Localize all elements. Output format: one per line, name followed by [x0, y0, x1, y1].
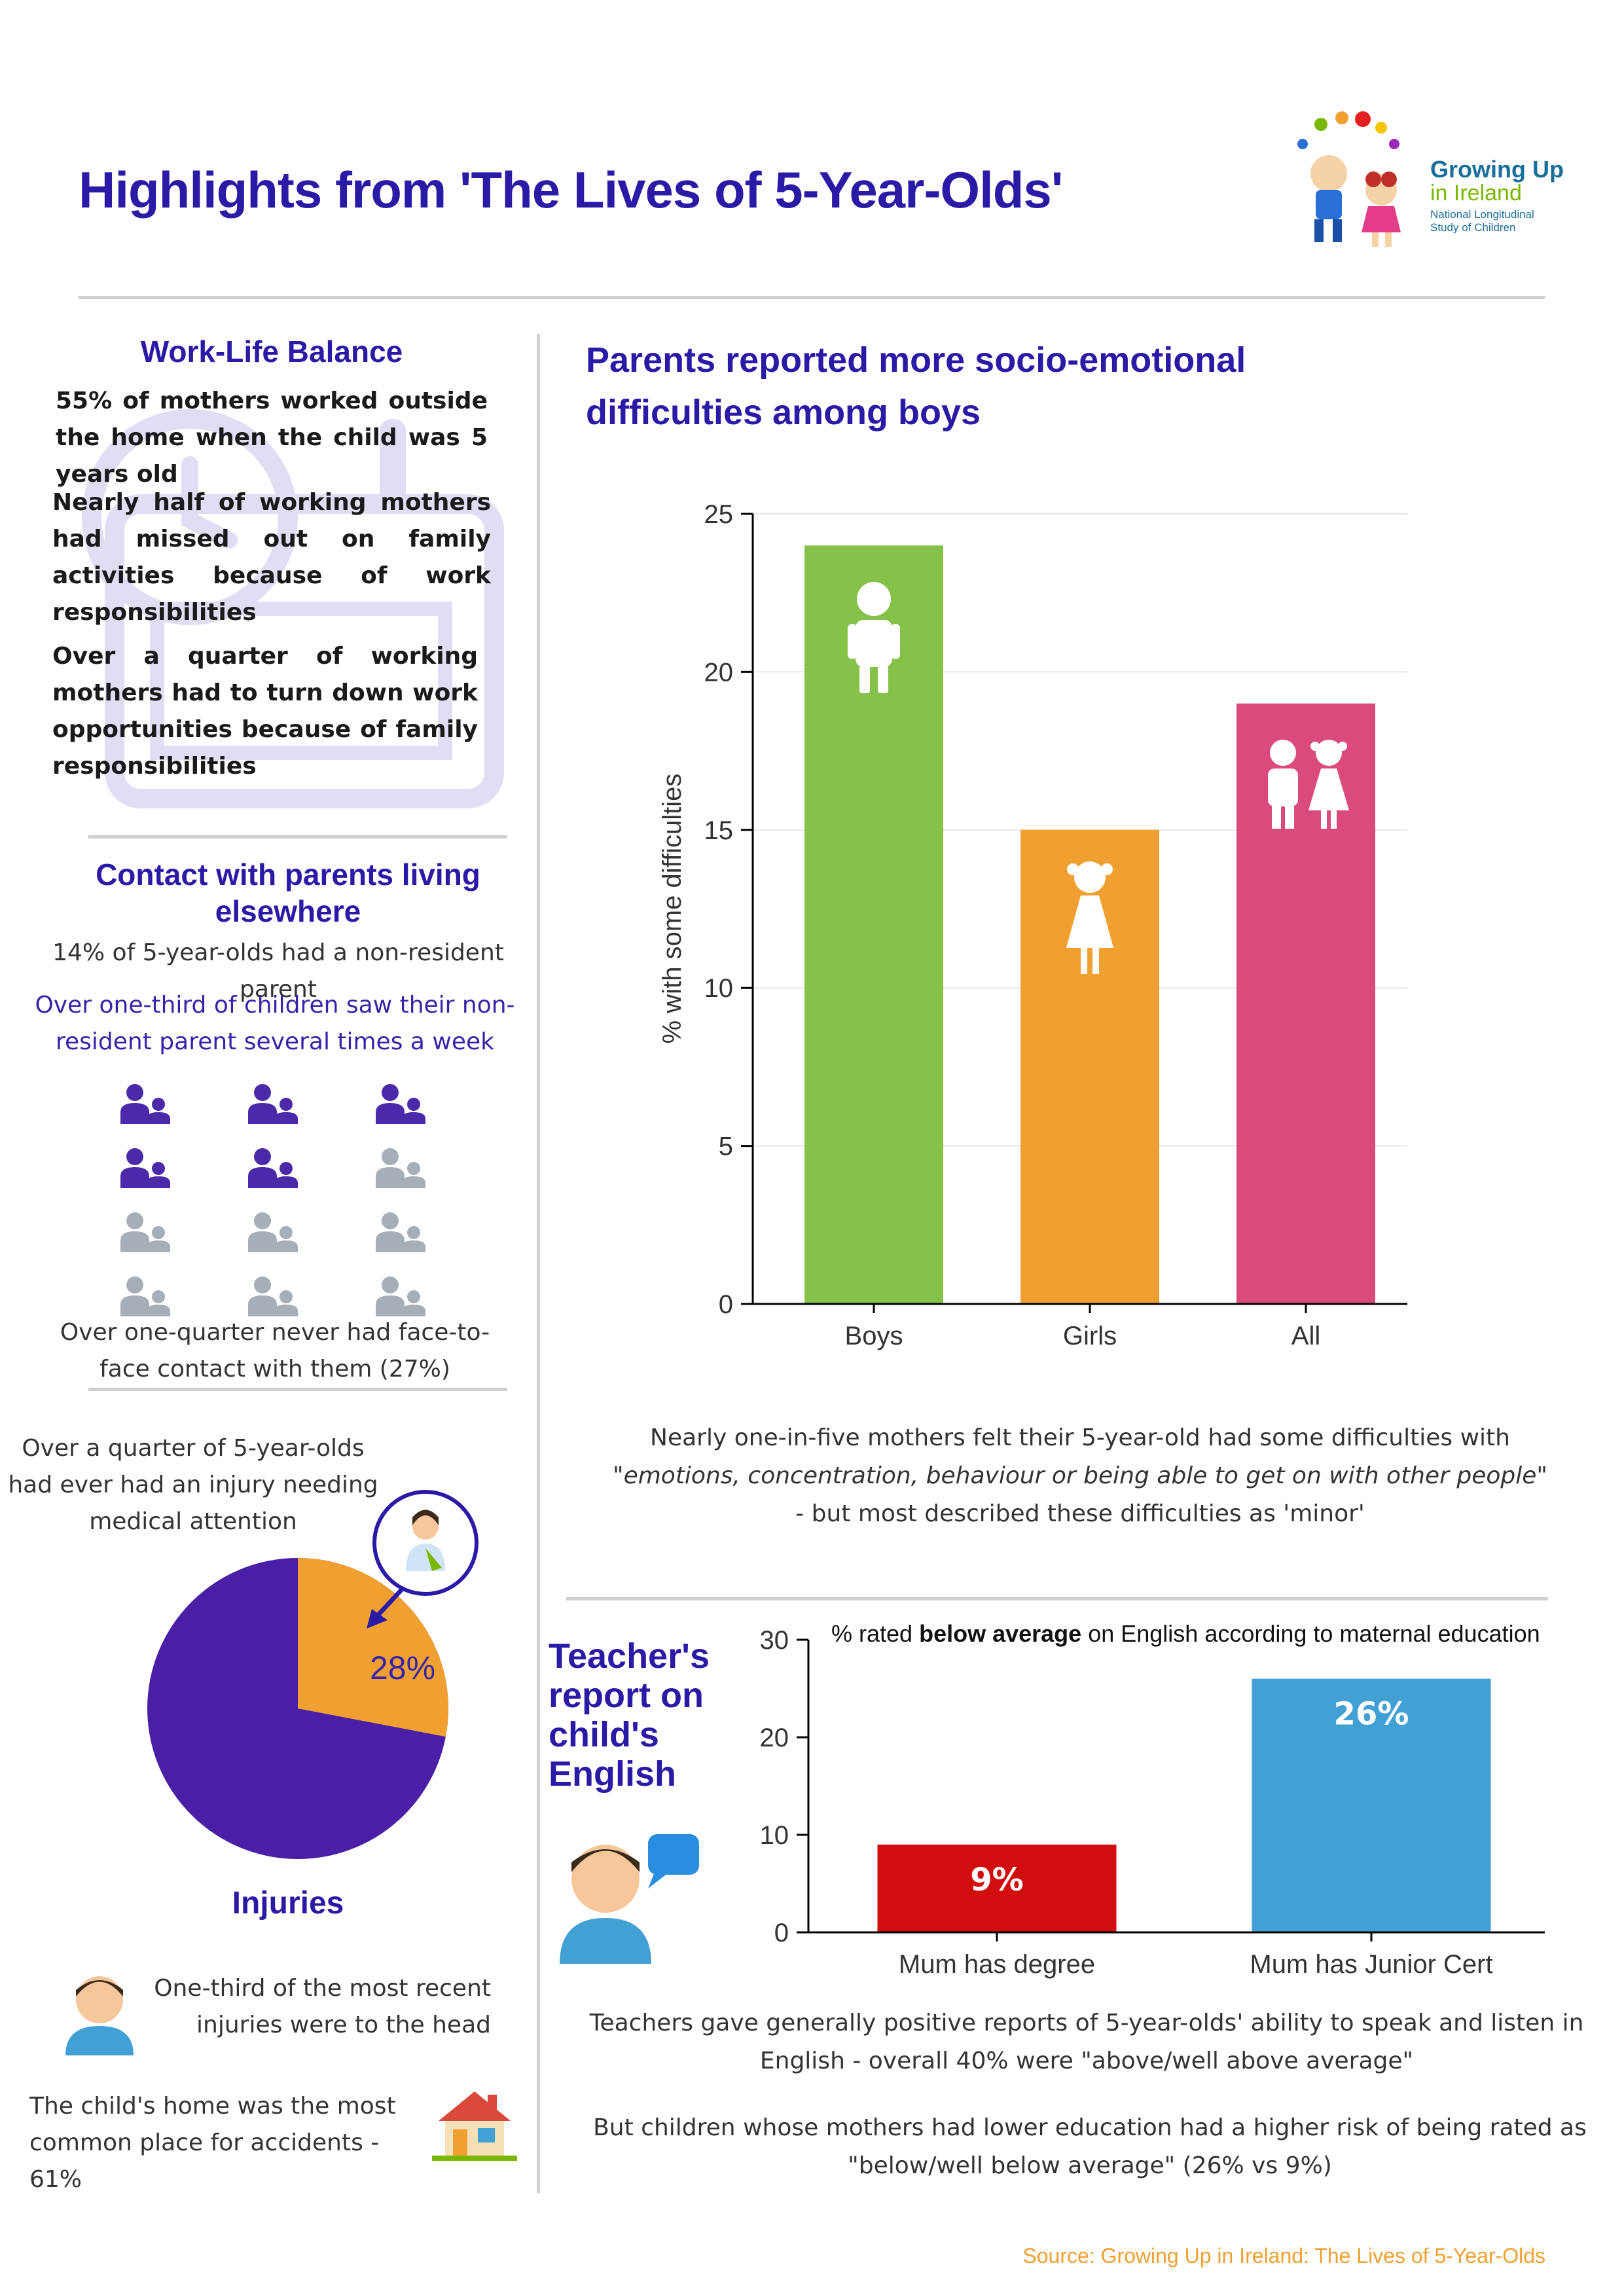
pie-injury-slice: [298, 1558, 448, 1737]
work-life-stat-2: Nearly half of working mothers had misse…: [52, 489, 491, 626]
parent-child-icon-filled: [248, 1148, 298, 1188]
parent-child-icon-filled: [248, 1084, 298, 1124]
injured-child-icon: [406, 1509, 445, 1571]
parent-child-icon-empty: [120, 1276, 170, 1316]
pictogram-grid: [118, 1083, 445, 1319]
boys-chart-caption: Nearly one-in-five mothers felt their 5-…: [583, 1419, 1578, 1533]
child-head-icon: [65, 1976, 134, 2055]
subtitle-bold: below average: [919, 1620, 1082, 1647]
parent-child-icon-empty: [120, 1212, 170, 1252]
source-note: Source: Growing Up in Ireland: The Lives…: [1022, 2244, 1545, 2268]
category-label: All: [1291, 1322, 1320, 1350]
bar-english-1: [1252, 1678, 1491, 1932]
bar-english-0: [877, 1844, 1117, 1932]
contact-stat-1: 14% of 5-year-olds had a non-resident pa…: [52, 939, 504, 1003]
contact-stat-2: Over one-third of children saw their non…: [35, 992, 515, 1055]
y-tick-label: 30: [760, 1626, 789, 1655]
chart1-y-axis-label: % with some difficulties: [658, 774, 687, 1044]
pie-label: 28%: [370, 1650, 435, 1686]
english-heading: Teacher's report on child's English: [549, 1636, 710, 1794]
parent-child-icon-filled: [376, 1084, 425, 1124]
logo: [1290, 111, 1591, 255]
y-tick-label: 15: [704, 816, 734, 845]
y-tick-label: 5: [719, 1132, 733, 1161]
growing-up-logo-icon: [1297, 111, 1401, 247]
injuries-head-stat: One-third of the most recent injuries we…: [154, 1975, 491, 2038]
logo-text-subtitle: National Longitudinal Study of Children: [1430, 208, 1534, 234]
caption-line-1: Nearly one-in-five mothers felt their 5-…: [650, 1424, 1510, 1451]
column-divider: [537, 334, 540, 2193]
y-tick-label: 20: [704, 658, 734, 687]
parent-child-icon-filled: [120, 1148, 170, 1188]
parent-child-icon-empty: [248, 1212, 298, 1252]
boy-icon: [848, 582, 900, 693]
section-divider-3: [566, 1597, 1548, 1600]
injuries-heading: Injuries: [232, 1886, 344, 1921]
bar-all: [1236, 703, 1375, 1304]
parent-child-icon-empty: [376, 1148, 425, 1188]
boy-and-girl-icon: [1268, 740, 1349, 829]
house-icon: [432, 2091, 517, 2161]
calendar-clock-icon: [52, 393, 524, 812]
parent-child-icon-empty: [376, 1276, 425, 1316]
section-divider-2: [88, 1388, 507, 1391]
socio-emotional-bar-chart: 0 5 10 15 20 25 Boys Girls All % with some diff…: [658, 500, 1407, 1350]
injuries-home-stat: The child's home was the most common pla…: [29, 2093, 396, 2193]
parent-child-icon-empty: [376, 1212, 425, 1252]
parent-child-icon-filled: [120, 1084, 170, 1124]
category-label: Mum has Junior Cert: [1250, 1950, 1492, 1979]
english-bar-chart: 9% 26% 0 10 20 30 Mum has degree Mum has Juni…: [760, 1626, 1545, 1979]
english-chart-subtitle: % rated below average on English accordi…: [831, 1620, 1540, 1648]
y-tick-label: 20: [760, 1724, 789, 1752]
logo-text-secondary: in Ireland: [1430, 181, 1522, 206]
caption-line-3: - but most described these difficulties …: [795, 1500, 1365, 1527]
logo-text-primary: Growing Up: [1430, 156, 1564, 183]
y-tick-label: 0: [774, 1919, 789, 1947]
english-caption-2: But children whose mothers had lower edu…: [593, 2114, 1587, 2179]
talking-child-icon: [560, 1834, 699, 1964]
bar-value-label: 9%: [970, 1862, 1024, 1898]
work-life-heading: Work-Life Balance: [140, 334, 403, 369]
work-life-stat-3: Over a quarter of working mothers had to…: [52, 643, 478, 780]
subtitle-post: on English according to maternal educati…: [1081, 1620, 1540, 1647]
bar-value-label: 26%: [1334, 1696, 1409, 1733]
category-label: Girls: [1063, 1322, 1117, 1350]
caption-line-2: "emotions, concentration, behaviour or b…: [613, 1462, 1547, 1489]
y-tick-label: 25: [704, 500, 734, 529]
contact-heading: Contact with parents living elsewhere: [96, 858, 480, 928]
y-tick-label: 10: [760, 1821, 789, 1850]
y-tick-label: 10: [704, 974, 734, 1003]
work-life-stat-1: 55% of mothers worked outside the home w…: [56, 388, 488, 488]
parent-child-icon-empty: [248, 1276, 298, 1316]
injury-pie-chart: 28%: [147, 1490, 478, 1859]
english-caption-1: Teachers gave generally positive reports…: [589, 2010, 1584, 2074]
injuries-intro: Over a quarter of 5-year-olds had ever h…: [8, 1435, 378, 1535]
category-label: Boys: [845, 1322, 903, 1350]
subtitle-pre: % rated: [831, 1620, 920, 1647]
bar-boys: [804, 545, 943, 1304]
category-label: Mum has degree: [899, 1950, 1095, 1979]
y-tick-label: 0: [719, 1290, 733, 1319]
section-divider-1: [88, 835, 507, 839]
header-divider: [79, 296, 1545, 299]
contact-stat-3: Over one-quarter never had face-to-face …: [60, 1319, 490, 1382]
boys-chart-heading: Parents reported more socio-emotional di…: [586, 340, 1246, 432]
page-title: Highlights from 'The Lives of 5-Year-Old…: [79, 161, 1063, 219]
girl-icon: [1066, 861, 1113, 974]
